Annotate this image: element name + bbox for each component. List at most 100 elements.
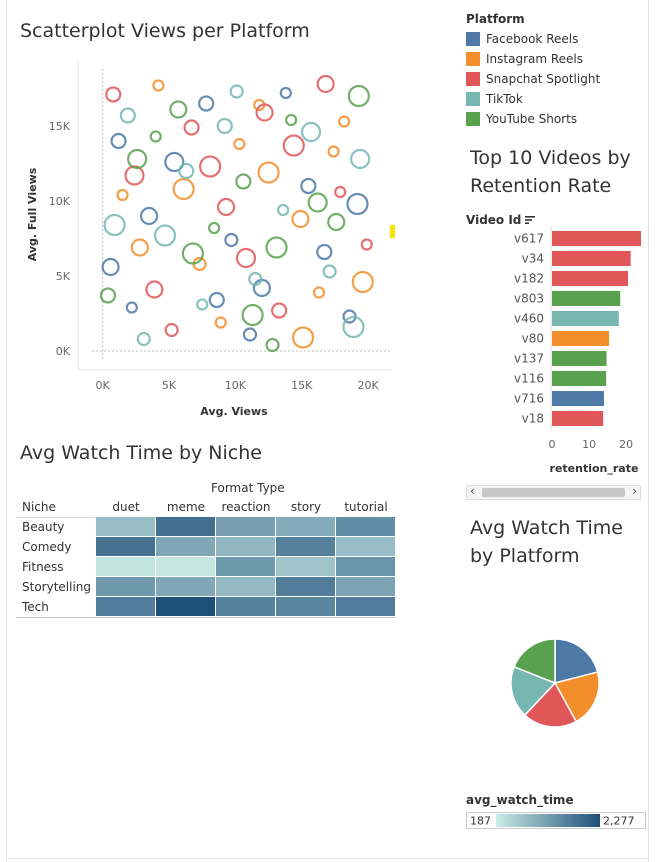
scatter-point[interactable] — [271, 302, 288, 319]
legend-item[interactable]: TikTok — [466, 89, 600, 109]
scatter-point[interactable] — [265, 236, 288, 259]
scroll-left-icon[interactable]: ‹ — [470, 484, 475, 498]
scroll-right-icon[interactable]: › — [632, 484, 637, 498]
scroll-thumb[interactable] — [482, 488, 625, 497]
scatter-point[interactable] — [233, 137, 246, 151]
heatmap-cell[interactable] — [276, 557, 335, 576]
scatter-point[interactable] — [282, 134, 305, 157]
scatter-point[interactable] — [241, 303, 264, 327]
scatter-point[interactable] — [350, 148, 371, 170]
scatter-point[interactable] — [242, 327, 258, 342]
scatter-point[interactable] — [248, 271, 263, 287]
scatter-point[interactable] — [216, 117, 233, 135]
scatter-point[interactable] — [216, 197, 236, 217]
legend-item[interactable]: Snapchat Spotlight — [466, 69, 600, 89]
bar[interactable] — [552, 391, 604, 406]
scatter-point[interactable] — [279, 86, 292, 100]
heatmap-cell[interactable] — [336, 597, 395, 616]
heatmap-cell[interactable] — [276, 517, 335, 536]
heatmap-cell[interactable] — [276, 577, 335, 596]
heatmap-cell[interactable] — [96, 577, 155, 596]
heatmap-cell[interactable] — [96, 557, 155, 576]
heatmap-cell[interactable] — [276, 537, 335, 556]
top10-bar-chart[interactable]: v617 v34 v182 v803 v460 v80 v137 v116 v716 v18 0 10… — [466, 226, 656, 478]
heatmap-cell[interactable] — [336, 517, 395, 536]
sort-icon[interactable] — [524, 215, 536, 225]
heatmap-cell[interactable] — [216, 557, 275, 576]
scatter-point[interactable] — [316, 74, 335, 94]
scatter-point[interactable] — [257, 161, 280, 184]
pie-slice[interactable] — [513, 638, 556, 685]
scatter-point[interactable] — [307, 192, 328, 213]
bar[interactable] — [552, 411, 604, 426]
scatter-point[interactable] — [139, 206, 159, 226]
heatmap-cell[interactable] — [156, 597, 215, 616]
bar[interactable] — [552, 371, 607, 386]
scatter-point[interactable] — [124, 165, 145, 186]
scatter-point[interactable] — [322, 264, 337, 279]
scatter-point[interactable] — [127, 148, 148, 170]
scatter-point[interactable] — [136, 331, 151, 347]
heatmap-cell[interactable] — [216, 517, 275, 536]
scatter-point[interactable] — [208, 291, 225, 309]
heatmap-cell[interactable] — [96, 537, 155, 556]
pie-slice[interactable] — [554, 638, 599, 684]
scatter-point[interactable] — [152, 79, 165, 92]
scatter-point[interactable] — [103, 213, 126, 237]
scatter-point[interactable] — [99, 287, 117, 304]
heatmap-cell[interactable] — [336, 537, 395, 556]
scatter-chart[interactable]: 0K 5K 10K 15K 20K 0K 5K 10K 15K Avg. Views Avg. Fu… — [16, 50, 396, 425]
legend-item[interactable]: YouTube Shorts — [466, 109, 600, 129]
bar[interactable] — [552, 291, 621, 306]
scatter-point[interactable] — [347, 84, 370, 108]
bar[interactable] — [552, 271, 629, 286]
heatmap-cell[interactable] — [156, 537, 215, 556]
scatter-point[interactable] — [198, 95, 215, 112]
pie-slice[interactable] — [553, 671, 600, 723]
pie-slice[interactable] — [523, 681, 578, 728]
pie-chart[interactable] — [500, 628, 610, 738]
scatter-point[interactable] — [312, 286, 326, 299]
heatmap-cell[interactable] — [96, 517, 155, 536]
scatter-point[interactable] — [164, 322, 179, 338]
top10-scrollbar[interactable]: ‹ › — [466, 484, 641, 500]
bar[interactable] — [552, 251, 631, 266]
scatter-point[interactable] — [145, 280, 164, 299]
scatter-point[interactable] — [285, 113, 298, 127]
scatter-point[interactable] — [224, 232, 239, 248]
scatter-point[interactable] — [116, 188, 129, 202]
scatter-point[interactable] — [119, 107, 136, 124]
heatmap-cell[interactable] — [336, 557, 395, 576]
scatter-point[interactable] — [178, 162, 195, 180]
scatter-point[interactable] — [338, 115, 351, 128]
scatter-point[interactable] — [183, 119, 200, 136]
scatter-point[interactable] — [130, 238, 149, 257]
scatter-point[interactable] — [300, 177, 317, 195]
bar[interactable] — [552, 231, 641, 246]
legend-item[interactable]: Facebook Reels — [466, 29, 600, 49]
legend-item[interactable]: Instagram Reels — [466, 49, 600, 69]
video-id-header[interactable]: Video Id — [466, 213, 536, 227]
heatmap-cell[interactable] — [156, 577, 215, 596]
scatter-highlight-marker[interactable] — [390, 225, 395, 238]
scatter-point[interactable] — [164, 151, 185, 173]
scatter-point[interactable] — [235, 173, 252, 190]
scatter-point[interactable] — [153, 224, 177, 247]
scatter-point[interactable] — [255, 103, 274, 122]
scatter-point[interactable] — [277, 203, 290, 217]
scatter-point[interactable] — [235, 247, 257, 269]
scatter-point[interactable] — [334, 185, 347, 199]
scatter-point[interactable] — [327, 145, 340, 158]
scatter-point[interactable] — [101, 257, 120, 277]
scatter-point[interactable] — [125, 301, 138, 314]
heatmap-cell[interactable] — [156, 517, 215, 536]
heatmap-cell[interactable] — [156, 557, 215, 576]
scatter-point[interactable] — [346, 192, 369, 216]
scatter-point[interactable] — [265, 337, 280, 353]
scatter-point[interactable] — [214, 316, 227, 329]
scatter-point[interactable] — [291, 326, 315, 349]
scatter-point[interactable] — [300, 121, 322, 143]
heatmap-cell[interactable] — [216, 577, 275, 596]
scatter-point[interactable] — [342, 315, 365, 339]
scatter-point[interactable] — [172, 177, 195, 201]
